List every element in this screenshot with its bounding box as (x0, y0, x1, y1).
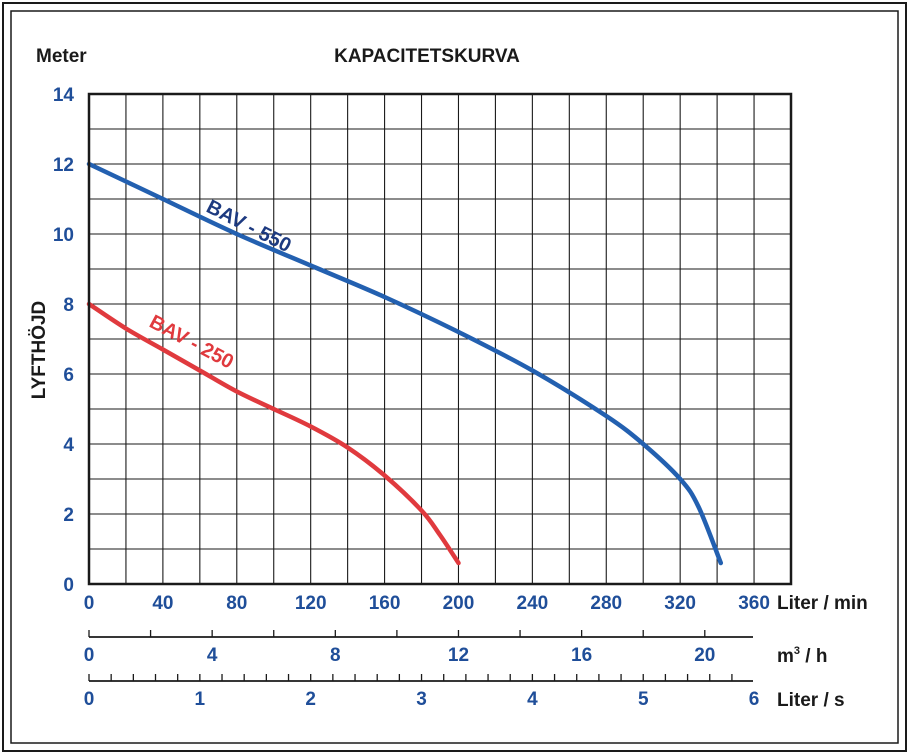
secondary-axis-ls: 0 1 2 3 4 5 6 (84, 674, 760, 710)
secondary-axis-tick-label: 4 (207, 645, 218, 666)
x-tick-label: 40 (152, 593, 173, 614)
y-tick-label: 2 (63, 505, 74, 526)
secondary-axis-tick-label: 12 (448, 645, 469, 666)
y-tick-label: 10 (53, 225, 74, 246)
x-tick-label: 280 (590, 593, 622, 614)
secondary-axis-tick-label: 8 (330, 645, 341, 666)
x-tick-label: 0 (84, 593, 95, 614)
m3h-label-sup: 3 (794, 645, 800, 657)
secondary-axis-tick-label: 1 (195, 689, 206, 710)
secondary-axis-tick-label: 3 (416, 689, 427, 710)
y-tick-label: 8 (63, 295, 74, 316)
y-tick-label: 4 (63, 435, 74, 456)
x-tick-label: 160 (369, 593, 401, 614)
series-line-bav-250 (86, 301, 461, 566)
y-tick-label: 12 (53, 155, 74, 176)
x-tick-label: 200 (443, 593, 475, 614)
grid (89, 94, 791, 584)
x-axis-label: Liter / min (777, 593, 868, 614)
x-tick-label: 120 (295, 593, 327, 614)
secondary-axis-tick-label: 0 (84, 645, 95, 666)
y-axis-label: LYFTHÖJD (29, 301, 50, 400)
x-tick-label: 320 (664, 593, 696, 614)
secondary-axis-m3h: 0 4 8 12 16 20 (84, 630, 753, 666)
inner-frame (10, 10, 899, 744)
y-tick-label: 6 (63, 365, 74, 386)
secondary-axis-ls-label: Liter / s (777, 690, 845, 711)
secondary-axis-tick-label: 6 (749, 689, 760, 710)
y-tick-label: 14 (53, 85, 75, 106)
secondary-axis-tick-label: 5 (638, 689, 649, 710)
plot-frame (87, 92, 793, 586)
secondary-axis-tick-label: 4 (527, 689, 538, 710)
m3h-label-prefix: m (777, 646, 794, 667)
x-tick-labels: 0 40 80 120 160 200 240 280 320 360 (84, 593, 770, 614)
secondary-axis-tick-label: 0 (84, 689, 95, 710)
secondary-axis-m3h-label: m3 / h (777, 645, 827, 667)
secondary-axis-tick-label: 20 (694, 645, 715, 666)
x-tick-label: 240 (517, 593, 549, 614)
secondary-axis-tick-label: 2 (305, 689, 316, 710)
chart-title: KAPACITETSKURVA (334, 46, 520, 67)
x-tick-label: 80 (226, 593, 247, 614)
y-tick-label: 0 (63, 575, 74, 596)
secondary-axis-tick-label: 16 (571, 645, 592, 666)
m3h-label-suffix: / h (800, 646, 827, 667)
series-line-bav-550 (86, 161, 724, 566)
y-unit-label: Meter (36, 46, 87, 67)
x-tick-label: 360 (738, 593, 770, 614)
y-tick-labels: 0 2 4 6 8 10 12 14 (53, 85, 75, 596)
